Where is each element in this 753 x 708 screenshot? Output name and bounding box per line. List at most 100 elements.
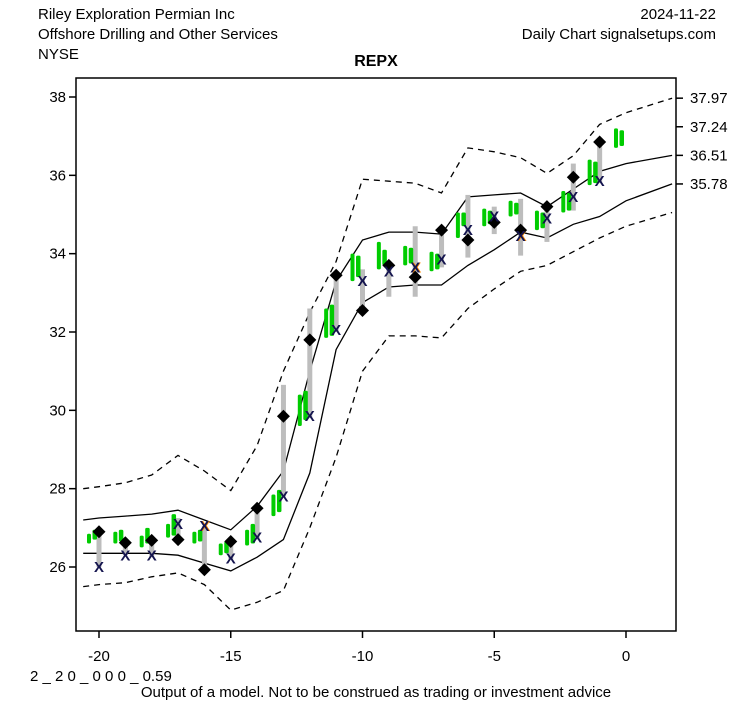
x-marker: X: [357, 273, 367, 290]
range-bar: [333, 275, 339, 332]
candle-stick: [87, 533, 91, 544]
y-axis-label-left: 38: [49, 89, 66, 106]
plot-area: 38 36 34 32 30 28 26 37.97 37.24 36.51 35.78 -20 -15…: [49, 89, 727, 665]
range-bar: [201, 525, 207, 569]
x-marker: X: [463, 222, 473, 239]
diamond-marker: [514, 223, 528, 237]
x-marker: X: [252, 530, 262, 547]
company-name: Riley Exploration Permian Inc: [38, 6, 235, 23]
candle-stick: [271, 494, 276, 517]
diamond-marker: [303, 333, 317, 347]
chart-date: 2024-11-22: [640, 6, 716, 23]
diamond-marker: [487, 215, 501, 229]
range-bar: [597, 140, 603, 184]
diamond-marker: [224, 535, 238, 549]
diamond-marker: [566, 170, 580, 184]
range-bar: [254, 508, 260, 540]
y-axis-label-left: 34: [49, 246, 66, 263]
range-bar: [96, 531, 102, 567]
candle-stick: [245, 529, 250, 546]
diamond-marker: [435, 223, 449, 237]
candle-stick: [534, 210, 539, 231]
exchange-name: NYSE: [38, 46, 79, 63]
x-marker: X: [173, 516, 183, 533]
candle-stick: [139, 535, 144, 548]
diamond-marker: [461, 233, 475, 247]
x-marker: X: [331, 322, 341, 339]
candle-stick: [566, 192, 572, 211]
candle-stick: [593, 161, 598, 184]
y-axis-label-right: 35.78: [690, 176, 728, 193]
y-axis-label-left: 36: [49, 167, 66, 184]
x-axis-label: -5: [488, 648, 501, 665]
diamond-marker: [197, 563, 211, 577]
candle-stick: [614, 128, 618, 148]
diamond-marker: [92, 525, 106, 539]
candle-stick: [508, 200, 513, 217]
x-marker: X: [595, 173, 605, 190]
diamond-marker: [118, 536, 132, 550]
diamond-marker: [356, 303, 369, 317]
x-marker: X: [437, 252, 447, 269]
candle-stick: [376, 241, 381, 270]
candle-stick: [171, 514, 177, 536]
x-marker: X: [199, 518, 209, 535]
candle-stick: [113, 531, 118, 544]
x-marker: X: [305, 408, 315, 425]
range-bar: [149, 539, 155, 558]
chart-source: Daily Chart signalsetups.com: [522, 26, 716, 43]
model-code: 2 _ 2 0 _ 0 0 0 _ 0.59: [30, 668, 172, 685]
range-bar: [412, 226, 418, 297]
disclaimer: Output of a model. Not to be construed a…: [141, 684, 611, 701]
candle-stick: [329, 304, 335, 336]
diamond-marker: [250, 501, 264, 515]
range-bar: [465, 194, 471, 258]
y-axis-label-left: 26: [49, 559, 66, 576]
candle-stick: [324, 308, 329, 338]
x-marker-alt: X: [411, 259, 421, 276]
y-axis-label-right: 36.51: [690, 147, 728, 164]
range-bar: [228, 539, 234, 560]
x-axis-label: -15: [220, 648, 242, 665]
diamond-marker: [276, 409, 290, 423]
candle-stick: [403, 245, 408, 266]
candle-stick: [356, 255, 361, 278]
candle-stick: [514, 202, 519, 215]
range-bar: [386, 263, 392, 297]
diamond-marker: [171, 533, 185, 547]
x-marker: X: [278, 488, 288, 505]
candle-stick: [166, 523, 171, 538]
range-bar: [307, 308, 313, 419]
candle-stick: [561, 190, 566, 213]
candle-stick: [197, 529, 203, 542]
x-marker: X: [120, 547, 130, 564]
candle-stick: [297, 394, 302, 426]
plot-border: [75, 77, 677, 632]
candle-stick: [619, 130, 624, 146]
x-axis-label: -10: [352, 648, 374, 665]
candle-stick: [350, 253, 355, 282]
x-marker: X: [410, 259, 420, 276]
candle-stick: [540, 212, 545, 229]
range-bar: [544, 204, 550, 242]
candle-stick: [461, 212, 466, 227]
candle-stick: [192, 531, 197, 544]
x-marker: X: [226, 550, 236, 567]
diamond-marker: [593, 135, 607, 149]
y-axis-label-left: 30: [49, 402, 66, 419]
industry-name: Offshore Drilling and Other Services: [38, 26, 278, 43]
candle-stick: [303, 390, 308, 421]
x-axis-label: 0: [622, 648, 630, 665]
range-bar: [280, 384, 286, 497]
chart-title: REPX: [354, 53, 398, 70]
x-marker: X: [542, 210, 552, 227]
x-marker: X: [94, 559, 104, 576]
candle-stick: [250, 523, 256, 544]
outer_upper-band-line: [83, 97, 673, 492]
y-axis-label-right: 37.24: [690, 119, 728, 136]
y-axis-label-left: 32: [49, 324, 66, 341]
candle-stick: [218, 543, 223, 556]
diamond-marker: [382, 258, 396, 272]
y-axis-label-left: 28: [49, 481, 66, 498]
